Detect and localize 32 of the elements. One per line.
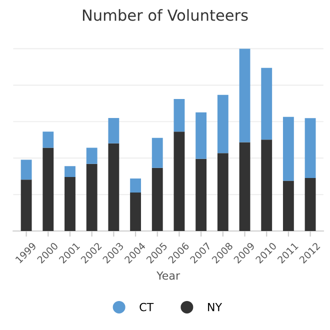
bar <box>239 48 250 142</box>
bar <box>304 178 316 231</box>
bar <box>42 148 54 231</box>
bar <box>130 192 141 231</box>
bar <box>20 160 32 180</box>
bar <box>20 180 32 231</box>
chart-title: Number of Volunteers <box>82 9 248 21</box>
legend-label: CT <box>140 302 154 312</box>
bar <box>239 142 250 231</box>
bar <box>196 112 207 159</box>
bar <box>174 99 185 132</box>
bar <box>174 132 185 231</box>
bar <box>196 158 207 231</box>
bar <box>86 148 98 164</box>
bar <box>64 177 76 231</box>
bar <box>108 143 120 231</box>
bar <box>217 94 228 154</box>
legend-label: NY <box>208 302 222 312</box>
bar <box>108 118 120 144</box>
bar <box>130 178 141 193</box>
bar <box>217 153 228 231</box>
x-axis-title: Year <box>156 271 180 280</box>
bar <box>42 132 54 148</box>
bar <box>64 166 76 178</box>
bar <box>261 68 272 140</box>
bar <box>152 168 163 231</box>
bar <box>282 116 294 181</box>
bar <box>282 180 294 231</box>
bar <box>304 118 316 178</box>
bar <box>86 164 98 231</box>
bar <box>261 140 272 231</box>
bar <box>152 138 163 168</box>
